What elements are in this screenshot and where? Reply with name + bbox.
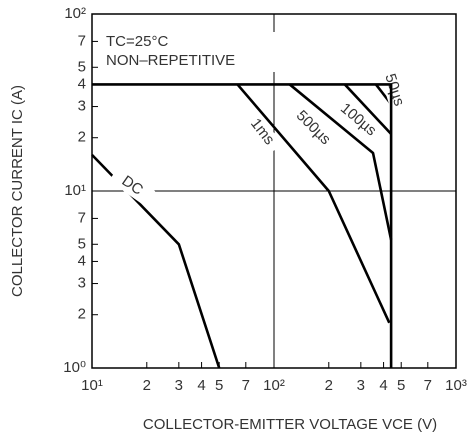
label-bg xyxy=(291,106,335,150)
x-tick-label: 3 xyxy=(357,377,365,394)
x-tick-label: 4 xyxy=(379,377,387,394)
soa-line xyxy=(343,83,393,135)
y-tick-label: 10² xyxy=(64,5,86,22)
soa-line xyxy=(236,83,391,324)
x-tick-label: 4 xyxy=(197,377,205,394)
soa-line xyxy=(92,83,393,368)
annotation: TC=25°C xyxy=(106,33,168,50)
y-tick-label: 2 xyxy=(78,306,86,323)
label-bg xyxy=(335,98,381,142)
y-tick-label: 3 xyxy=(78,98,86,115)
soa-line xyxy=(288,83,393,241)
x-tick-label: 10² xyxy=(263,377,285,394)
annotation: NON–REPETITIVE xyxy=(106,52,235,69)
y-tick-label: 10⁰ xyxy=(63,359,86,376)
y-tick-label: 4 xyxy=(78,252,86,269)
y-tick-label: 5 xyxy=(78,235,86,252)
x-axis-title: COLLECTOR-EMITTER VOLTAGE VCE (V) xyxy=(143,416,437,433)
plot-frame xyxy=(91,13,457,369)
x-tick-label: 7 xyxy=(424,377,432,394)
x-tick-label: 5 xyxy=(397,377,405,394)
y-tick-label: 2 xyxy=(78,129,86,146)
y-tick-label: 10¹ xyxy=(64,182,86,199)
y-axis-title: COLLECTOR CURRENT IC (A) xyxy=(9,85,26,297)
label-bg xyxy=(108,166,156,206)
x-tick-label: 3 xyxy=(175,377,183,394)
y-tick-label: 5 xyxy=(78,58,86,75)
x-tick-label: 2 xyxy=(325,377,333,394)
annotation-box xyxy=(100,32,280,72)
y-tick-label: 3 xyxy=(78,275,86,292)
x-tick-label: 10¹ xyxy=(81,377,103,394)
x-tick-label: 7 xyxy=(242,377,250,394)
label-bg xyxy=(241,109,283,155)
x-tick-label: 2 xyxy=(143,377,151,394)
y-tick-label: 4 xyxy=(78,75,86,92)
x-tick-label: 10³ xyxy=(445,377,467,394)
y-tick-label: 7 xyxy=(78,32,86,49)
label-bg xyxy=(378,66,410,114)
x-tick-label: 5 xyxy=(215,377,223,394)
y-tick-label: 7 xyxy=(78,209,86,226)
